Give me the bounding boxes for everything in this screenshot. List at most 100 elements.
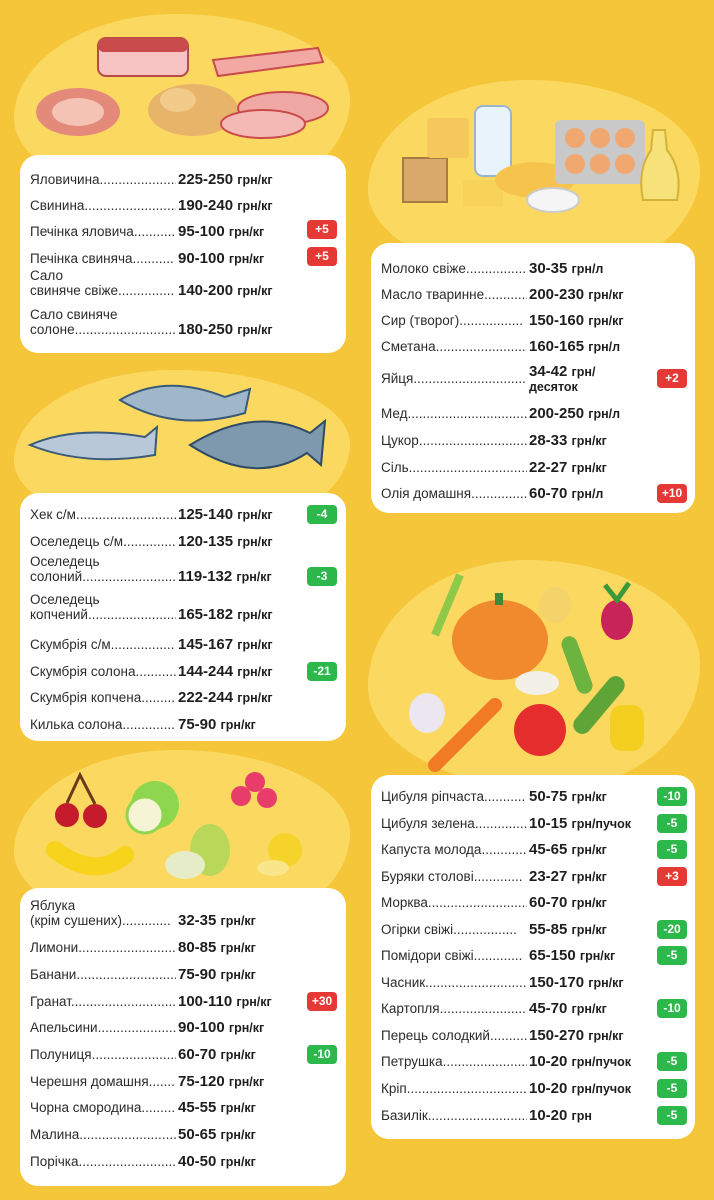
fruits-illustration [46,771,302,879]
item-name: Малина.............................. [30,1127,176,1142]
item-name: Помідори свіжі............. [381,948,523,963]
item-name: Олія домашня................. [381,486,527,501]
item-name: Цибуля зелена............... [381,816,527,831]
item-name: Картопля......................... [381,1001,527,1016]
item-price: 200-250 грн/л [529,405,621,422]
item-name: Яловичина....................... [30,172,176,187]
item-price: 100-110 грн/кг [178,993,272,1010]
vegetables-illustration [409,573,644,772]
item-price: 65-150 грн/кг [529,947,616,964]
price-decrease-badge: -21 [307,662,337,681]
item-price: 40-50 грн/кг [178,1153,256,1170]
item-price: 75-120 грн/кг [178,1073,265,1090]
item-name: Гранат.............................. [30,994,176,1009]
item-name: свиняче свіже............... [30,283,175,298]
item-price: 75-90 грн/кг [178,966,256,983]
item-price: 50-75 грн/кг [529,788,607,805]
price-increase-badge: +5 [307,220,337,239]
item-price: 150-160 грн/кг [529,312,624,329]
price-decrease-badge: -5 [657,946,687,965]
item-price: 200-230 грн/кг [529,286,624,303]
item-name: Цукор................................ [381,433,527,448]
item-name: солоне.............................. [30,322,176,337]
item-name: Масло тваринне............. [381,287,527,302]
meat-card: Яловичина.......................225-250 … [20,155,346,353]
vegetables-card: Цибуля ріпчаста........... 50-75 грн/кг -1… [371,775,695,1139]
item-price: 180-250 грн/кг [178,321,273,338]
price-increase-badge: +30 [307,992,337,1011]
item-price: 145-167 грн/кг [178,636,273,653]
price-decrease-badge: -5 [657,1106,687,1125]
fish-card: Хек с/м........................... 125-14… [20,493,346,741]
item-name: Апельсини....................... [30,1020,176,1035]
item-price: 95-100 грн/кг [178,223,265,240]
item-price: 60-70 грн/л [529,485,604,502]
item-name-line1: Яблука [30,898,76,913]
item-price: 165-182 грн/кг [178,606,273,623]
item-name: Огірки свіжі................. [381,922,517,937]
item-name: Петрушка......................... [381,1054,527,1069]
item-price: 75-90 грн/кг [178,716,256,733]
price-increase-badge: +3 [657,867,687,886]
price-decrease-badge: -10 [307,1045,337,1064]
item-name: Буряки столові............. [381,869,523,884]
item-name-line1: Оселедець [30,592,100,607]
item-name: Часник.............................. [381,975,527,990]
item-name: Чорна смородина........... [30,1100,176,1115]
price-decrease-badge: -20 [657,920,687,939]
item-name: копчений......................... [30,607,176,622]
fruits-card: Яблука (крім сушених)............. 32-35 г… [20,888,346,1186]
dairy-card: Молоко свіже................. 30-35 грн/л… [371,243,695,513]
item-name: Свинина........................... [30,198,176,213]
item-price: 80-85 грн/кг [178,939,256,956]
item-price: 10-20 грн/пучок [529,1053,632,1070]
price-decrease-badge: -5 [657,814,687,833]
item-name: Лимони.............................. [30,940,176,955]
item-price: 60-70 грн/кг [529,894,607,911]
price-decrease-badge: -3 [307,567,337,586]
item-name: Порічка........................... [30,1154,176,1169]
item-price: 222-244 грн/кг [178,689,273,706]
item-name-line1: Сало свиняче [30,307,118,322]
item-price: 22-27 грн/кг [529,459,607,476]
item-price: 150-270 грн/кг [529,1027,624,1044]
item-name: Яйця.................................. [381,371,527,386]
item-name: Полуниця......................... [30,1047,176,1062]
item-name: Сир (творог)................. [381,313,523,328]
item-price: 30-35 грн/л [529,260,604,277]
item-name: Банани.............................. [30,967,176,982]
item-price: 10-15 грн/пучок [529,815,632,832]
item-price: 119-132 грн/кг [178,568,272,585]
item-price: 160-165 грн/л [529,338,621,355]
item-price: 45-65 грн/кг [529,841,607,858]
item-name: Скумбрія копчена......... [30,690,175,705]
item-price: 190-240 грн/кг [178,197,273,214]
price-decrease-badge: -5 [657,1079,687,1098]
item-name: Молоко свіже................. [381,261,527,276]
item-name: Морква.............................. [381,895,527,910]
item-price: 60-70 грн/кг [178,1046,256,1063]
item-name: Цибуля ріпчаста........... [381,789,526,804]
item-price: 55-85 грн/кг [529,921,607,938]
dairy-illustration [402,105,680,213]
item-name: Хек с/м........................... [30,507,176,522]
price-decrease-badge: -10 [657,999,687,1018]
item-name: (крім сушених)............. [30,913,171,928]
item-price: 125-140 грн/кг [178,506,273,523]
item-price: 23-27 грн/кг [529,868,607,885]
item-price: 28-33 грн/кг [529,432,607,449]
item-price: 90-100 грн/кг [178,1019,265,1036]
item-name: Скумбрія солона........... [30,664,176,679]
item-price: 90-100 грн/кг [178,250,265,267]
item-unit-line2: десяток [529,380,578,394]
price-increase-badge: +10 [657,484,687,503]
item-name: Печінка свиняча........... [30,251,174,266]
item-name-line1: Сало [30,268,63,283]
item-name: Оселедець с/м............... [30,534,176,549]
item-price: 225-250 грн/кг [178,171,273,188]
price-decrease-badge: -5 [657,1052,687,1071]
item-name: Печінка яловича........... [30,224,176,239]
item-price: 150-170 грн/кг [529,974,624,991]
item-price: 10-20 грн [529,1107,592,1124]
price-decrease-badge: -10 [657,787,687,806]
